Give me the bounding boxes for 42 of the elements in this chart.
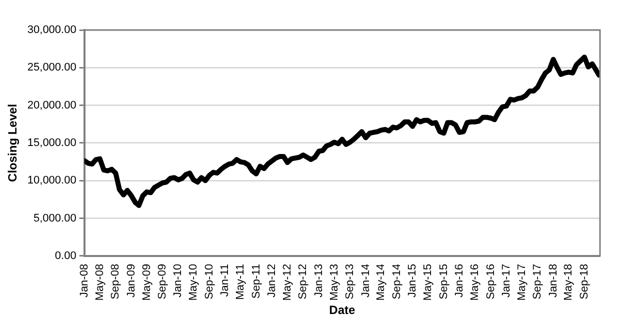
- x-tick-label: Jan-15: [406, 264, 419, 298]
- x-tick-label: Sep-13: [344, 264, 356, 300]
- x-axis-title: Date: [329, 303, 356, 318]
- y-tick-label: 25,000.00: [27, 62, 76, 74]
- x-tick-label: Sep-14: [390, 264, 403, 300]
- x-tick-label: Jan-18: [547, 264, 560, 298]
- x-tick-label: Sep-12: [297, 264, 310, 300]
- y-axis-title: Closing Level: [6, 104, 20, 182]
- x-tick-label: Jan-14: [360, 264, 372, 298]
- x-tick-label: Sep-15: [438, 264, 450, 300]
- x-tick-label: May-15: [422, 264, 434, 301]
- x-tick-label: Jan-16: [453, 264, 466, 298]
- x-tick-label: Sep-18: [578, 264, 590, 300]
- x-tick-label: May-13: [328, 264, 340, 301]
- x-tick-label: May-12: [281, 264, 294, 301]
- x-tick-label: May-16: [469, 264, 481, 301]
- y-tick-label: 0.00: [54, 250, 76, 262]
- y-tick-label: 5,000.00: [34, 212, 76, 224]
- x-tick-label: Jan-08: [78, 264, 90, 298]
- x-tick-label: May-09: [140, 264, 153, 301]
- x-tick-label: May-11: [234, 264, 246, 300]
- y-tick-label: 15,000.00: [27, 136, 76, 149]
- y-tick-label: 10,000.00: [27, 174, 76, 187]
- x-tick-label: Jan-12: [266, 264, 278, 298]
- x-tick-label: May-18: [562, 264, 575, 301]
- y-tick-label: 20,000.00: [27, 99, 76, 112]
- x-tick-label: Sep-09: [156, 264, 169, 300]
- x-tick-label: Jan-10: [172, 264, 184, 298]
- x-tick-label: Jan-09: [125, 264, 138, 298]
- x-tick-label: Sep-08: [110, 264, 122, 300]
- x-tick-label: Jan-13: [312, 264, 325, 298]
- x-tick-label: May-10: [188, 264, 200, 301]
- x-tick-label: May-17: [516, 264, 528, 301]
- x-tick-label: Jan-17: [500, 264, 512, 298]
- x-tick-label: Sep-11: [250, 264, 262, 299]
- x-tick-label: May-14: [375, 264, 388, 301]
- x-tick-label: May-08: [94, 264, 106, 301]
- y-tick-label: 30,000.00: [27, 24, 76, 36]
- x-tick-label: Jan-11: [219, 264, 232, 297]
- x-tick-label: Sep-10: [203, 264, 216, 300]
- x-tick-label: Sep-16: [484, 264, 497, 300]
- x-tick-label: Sep-17: [532, 264, 544, 300]
